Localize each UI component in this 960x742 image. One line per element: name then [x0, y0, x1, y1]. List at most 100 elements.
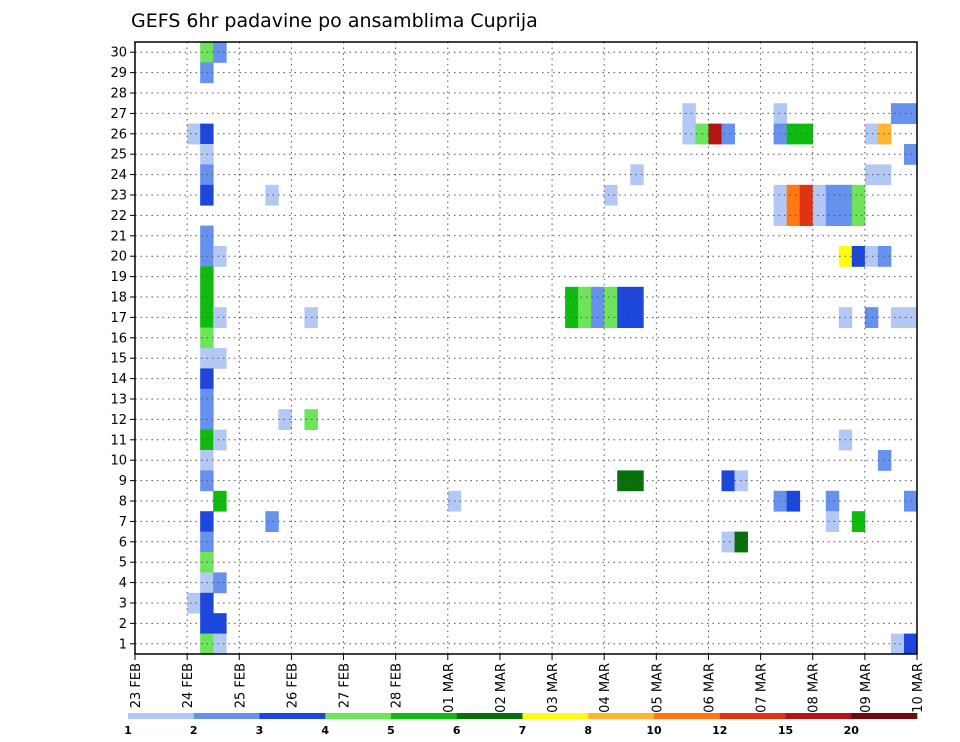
- precip-cell: [773, 490, 788, 512]
- precip-cell: [617, 307, 631, 328]
- precip-cell: [890, 633, 905, 655]
- precip-cell: [617, 286, 631, 308]
- y-tick-label: 9: [119, 474, 127, 489]
- precip-cell: [578, 307, 592, 328]
- x-tick-label: 04 MAR: [598, 663, 613, 713]
- y-tick-label: 23: [110, 189, 127, 204]
- y-tick-label: 28: [110, 87, 127, 102]
- y-tick-label: 1: [119, 637, 127, 652]
- precip-cell: [825, 184, 840, 206]
- legend-swatch: [522, 713, 589, 719]
- legend-label: 8: [584, 724, 592, 737]
- legend-swatch: [588, 713, 655, 719]
- legend-swatch: [851, 713, 918, 719]
- precip-cell: [877, 164, 892, 186]
- x-tick-label: 27 FEB: [338, 663, 353, 708]
- precip-cell: [578, 286, 592, 308]
- x-tick-label: 03 MAR: [546, 663, 561, 713]
- y-tick-label: 22: [110, 209, 127, 224]
- y-tick-label: 4: [119, 576, 127, 591]
- precip-cell: [708, 123, 722, 145]
- y-tick-label: 27: [110, 107, 127, 122]
- y-tick-label: 20: [110, 250, 127, 265]
- precip-cell: [825, 490, 840, 512]
- precip-cell: [864, 246, 879, 267]
- y-tick-label: 11: [110, 433, 127, 448]
- y-tick-label: 13: [110, 393, 127, 408]
- precip-cell: [890, 103, 905, 124]
- legend-label: 12: [712, 724, 727, 737]
- y-tick-label: 29: [110, 66, 127, 81]
- precip-cell: [786, 123, 801, 145]
- precip-cell: [786, 184, 801, 206]
- precip-cell: [877, 123, 892, 145]
- precip-cell: [187, 123, 201, 145]
- x-tick-label: 07 MAR: [755, 663, 770, 713]
- precip-cell: [721, 531, 735, 553]
- y-tick-label: 24: [110, 168, 127, 183]
- chart-title: GEFS 6hr padavine po ansamblima Cuprija: [131, 10, 538, 32]
- y-tick-label: 12: [110, 413, 127, 428]
- x-tick-label: 23 FEB: [129, 663, 144, 708]
- legend-swatch: [785, 713, 852, 719]
- precip-cell: [786, 490, 801, 512]
- precip-cell: [864, 164, 879, 186]
- precip-cell: [604, 286, 618, 308]
- x-tick-label: 24 FEB: [181, 663, 196, 708]
- y-tick-label: 10: [110, 454, 127, 469]
- precip-cell: [825, 205, 840, 226]
- x-axis: 23 FEB 24 FEB 25 FEB 26 FEB 27 FEB 28 FEB 01 M…: [129, 654, 926, 713]
- color-scale-legend: 1 2 3 4 5 6 7 8 10 12 15 20: [124, 713, 918, 737]
- precip-cell: [786, 205, 801, 226]
- precip-cell: [864, 307, 879, 328]
- precip-cell: [851, 246, 866, 267]
- precip-cell: [565, 286, 579, 308]
- precip-cell: [864, 123, 879, 145]
- y-axis: 1234567891011121314151617181920212223242…: [110, 46, 135, 652]
- precip-cell: [721, 123, 735, 145]
- legend-label: 20: [844, 724, 860, 737]
- precip-cell: [851, 511, 866, 532]
- x-tick-label: 06 MAR: [702, 663, 717, 713]
- precip-cell: [851, 205, 866, 226]
- y-tick-label: 14: [110, 372, 127, 387]
- legend-swatch: [325, 713, 392, 719]
- y-tick-label: 8: [119, 495, 127, 510]
- legend-label: 4: [321, 724, 329, 737]
- precip-cell: [682, 103, 696, 124]
- plot-frame: [134, 41, 918, 655]
- legend-label: 3: [256, 724, 264, 737]
- x-tick-label: 02 MAR: [494, 663, 509, 713]
- precip-cell: [265, 184, 279, 206]
- y-tick-label: 16: [110, 331, 127, 346]
- precip-cell: [812, 184, 827, 206]
- legend-swatch: [128, 713, 195, 719]
- x-tick-label: 08 MAR: [807, 663, 822, 713]
- x-tick-label: 10 MAR: [911, 663, 926, 713]
- precip-cell: [604, 184, 618, 206]
- x-tick-label: 09 MAR: [859, 663, 874, 713]
- y-tick-label: 6: [119, 535, 127, 550]
- y-tick-label: 21: [110, 229, 127, 244]
- grid-lines: [135, 42, 917, 654]
- legend-swatch: [456, 713, 523, 719]
- legend-label: 5: [387, 724, 395, 737]
- y-tick-label: 5: [119, 556, 127, 571]
- x-tick-label: 28 FEB: [390, 663, 405, 708]
- legend-swatch: [259, 713, 326, 719]
- precip-cell: [187, 592, 201, 614]
- y-tick-label: 26: [110, 127, 127, 142]
- precip-cell: [773, 205, 788, 226]
- precip-cell: [877, 450, 892, 471]
- precip-cell: [213, 633, 227, 655]
- legend-label: 7: [519, 724, 527, 737]
- precip-cell: [721, 470, 735, 492]
- precip-cell: [213, 307, 227, 328]
- precip-cell: [213, 572, 227, 594]
- y-tick-label: 2: [119, 617, 127, 632]
- y-tick-label: 30: [110, 46, 127, 61]
- precip-cell: [604, 307, 618, 328]
- precip-cell: [773, 123, 788, 145]
- legend-swatch: [654, 713, 721, 719]
